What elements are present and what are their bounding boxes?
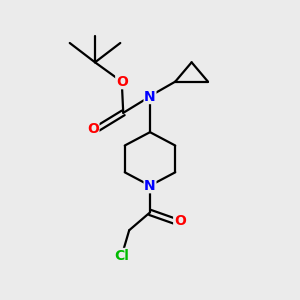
Text: N: N: [144, 89, 156, 103]
Text: Cl: Cl: [114, 248, 129, 262]
Text: O: O: [87, 122, 99, 136]
Text: O: O: [174, 214, 186, 228]
Text: O: O: [116, 75, 128, 88]
Text: N: N: [144, 179, 156, 193]
